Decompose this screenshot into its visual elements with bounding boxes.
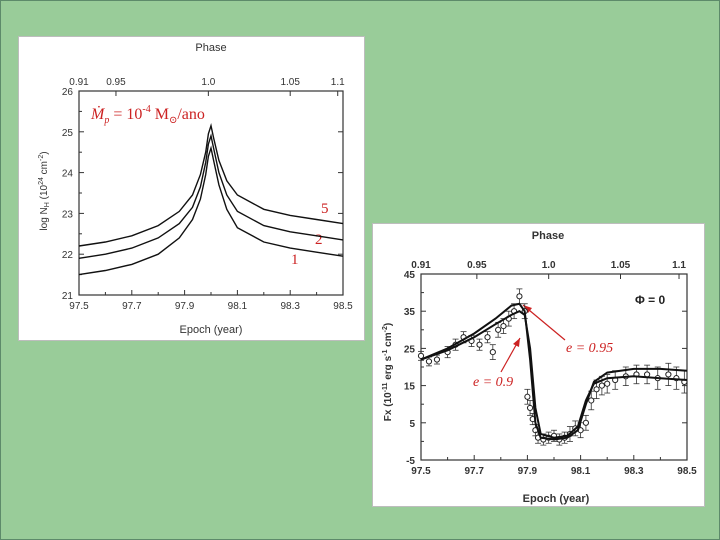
- xray-flux-chart-panel: Phase Epoch (year) Fx (10-11 erg s-1 cm-…: [372, 223, 705, 507]
- data-point: [484, 334, 491, 341]
- x-axis-title: Epoch (year): [523, 493, 590, 505]
- phase-tick-label: 1.05: [611, 260, 631, 271]
- data-point: [526, 404, 534, 412]
- curve-label-5: 5: [321, 201, 329, 217]
- y-title-part: log N: [39, 207, 50, 230]
- data-point: [476, 341, 483, 348]
- phase-tick-label: 1.0: [542, 260, 556, 271]
- x-tick-label: 98.5: [677, 466, 697, 477]
- data-point: [588, 397, 595, 404]
- data-point: [665, 371, 672, 378]
- curve-label-2: 2: [315, 232, 323, 248]
- column-density-chart-panel: Phase Epoch (year) log NH (1024 cm-2) Ṁp…: [18, 36, 365, 341]
- y-title-part: H: [44, 202, 51, 207]
- phase-tick-label: 1.1: [331, 77, 345, 88]
- legend-phase: Φ = 0: [635, 293, 666, 307]
- data-point: [582, 419, 590, 426]
- data-point: [495, 326, 502, 333]
- y-title-part: -2: [382, 326, 389, 332]
- y-title-part: Fx (10: [383, 392, 394, 421]
- x-tick-label: 97.7: [122, 301, 142, 312]
- y-tick-label: -5: [406, 456, 415, 467]
- y-title-part: -2: [38, 155, 45, 161]
- x-tick-label: 97.5: [411, 466, 431, 477]
- y-tick-label: 22: [62, 250, 74, 261]
- y-title-part: -11: [382, 382, 389, 392]
- y-tick-label: 15: [404, 382, 416, 393]
- phase-tick-label: 1.1: [672, 260, 686, 271]
- data-point: [500, 322, 507, 330]
- formula-mdot: Ṁ: [90, 105, 106, 123]
- y-tick-label: 23: [62, 209, 74, 220]
- top-axis-title: Phase: [532, 230, 564, 242]
- data-point: [433, 356, 441, 363]
- data-point: [516, 293, 523, 300]
- y-title-part: (10: [39, 184, 50, 202]
- data-point: [598, 382, 605, 389]
- nh-curve-2: [78, 133, 344, 259]
- annotation-arrowhead-095: [523, 305, 532, 313]
- phase-tick-label: 0.95: [467, 260, 487, 271]
- y-title-part: -1: [382, 350, 389, 356]
- y-tick-label: 25: [62, 128, 74, 139]
- x-tick-label: 97.9: [518, 466, 538, 477]
- data-point: [489, 349, 496, 356]
- xray-flux-chart: Phase Epoch (year) Fx (10-11 erg s-1 cm-…: [382, 230, 697, 505]
- column-density-chart: Phase Epoch (year) log NH (1024 cm-2) Ṁp…: [38, 42, 353, 336]
- annotation-arrowhead-09: [513, 338, 520, 347]
- y-tick-label: 5: [409, 419, 415, 430]
- formula-eq: = 10: [109, 106, 142, 123]
- y-title-part: cm: [383, 332, 394, 349]
- phase-tick-label: 1.05: [280, 77, 300, 88]
- data-point: [604, 380, 611, 387]
- x-axis-title: Epoch (year): [180, 324, 243, 336]
- y-tick-label: 24: [62, 169, 74, 180]
- phase-tick-label: 0.91: [69, 77, 89, 88]
- annotation-e09: e = 0.9: [473, 375, 513, 390]
- x-tick-label: 97.7: [464, 466, 484, 477]
- y-tick-label: 26: [62, 87, 74, 98]
- y-axis-title: Fx (10-11 erg s-1 cm-2): [382, 323, 394, 421]
- curve-label-1: 1: [291, 252, 299, 268]
- data-point: [593, 386, 600, 393]
- model-curve-e09: [420, 310, 688, 439]
- annotation-arrow-095: [522, 304, 566, 341]
- y-tick-label: 21: [62, 291, 74, 302]
- phase-tick-label: 1.0: [201, 77, 215, 88]
- data-point: [425, 358, 433, 365]
- formula-sun: ⊙: [169, 115, 177, 126]
- nh-curve-5: [78, 122, 344, 247]
- x-tick-label: 98.1: [571, 466, 591, 477]
- accretion-rate-formula: Ṁp = 10-4 M⊙/ano: [90, 104, 205, 126]
- y-title-part: ): [383, 323, 394, 326]
- x-tick-label: 98.1: [228, 301, 248, 312]
- annotation-e095: e = 0.95: [566, 341, 613, 356]
- data-point: [417, 352, 425, 359]
- formula-unit: /ano: [177, 106, 205, 123]
- model-curve-e095: [420, 302, 688, 441]
- data-point: [524, 393, 531, 400]
- formula-sub: p: [103, 115, 109, 126]
- y-title-part: 24: [38, 177, 45, 185]
- top-axis-title: Phase: [195, 42, 226, 54]
- y-tick-label: 35: [404, 307, 416, 318]
- y-title-part: ): [39, 151, 50, 154]
- y-axis-title: log NH (1024 cm-2): [38, 151, 51, 230]
- y-tick-label: 45: [404, 270, 416, 281]
- formula-exp: -4: [142, 104, 150, 115]
- x-tick-label: 98.3: [280, 301, 300, 312]
- x-tick-label: 98.5: [333, 301, 353, 312]
- formula-mass: M: [151, 106, 169, 123]
- x-tick-label: 98.3: [624, 466, 644, 477]
- phase-tick-label: 0.91: [411, 260, 431, 271]
- x-tick-label: 97.5: [69, 301, 89, 312]
- y-title-part: erg s: [383, 355, 394, 382]
- y-title-part: cm: [39, 161, 50, 177]
- nh-curve-1: [78, 145, 344, 276]
- y-tick-label: 25: [404, 344, 416, 355]
- x-tick-label: 97.9: [175, 301, 195, 312]
- phase-tick-label: 0.95: [106, 77, 126, 88]
